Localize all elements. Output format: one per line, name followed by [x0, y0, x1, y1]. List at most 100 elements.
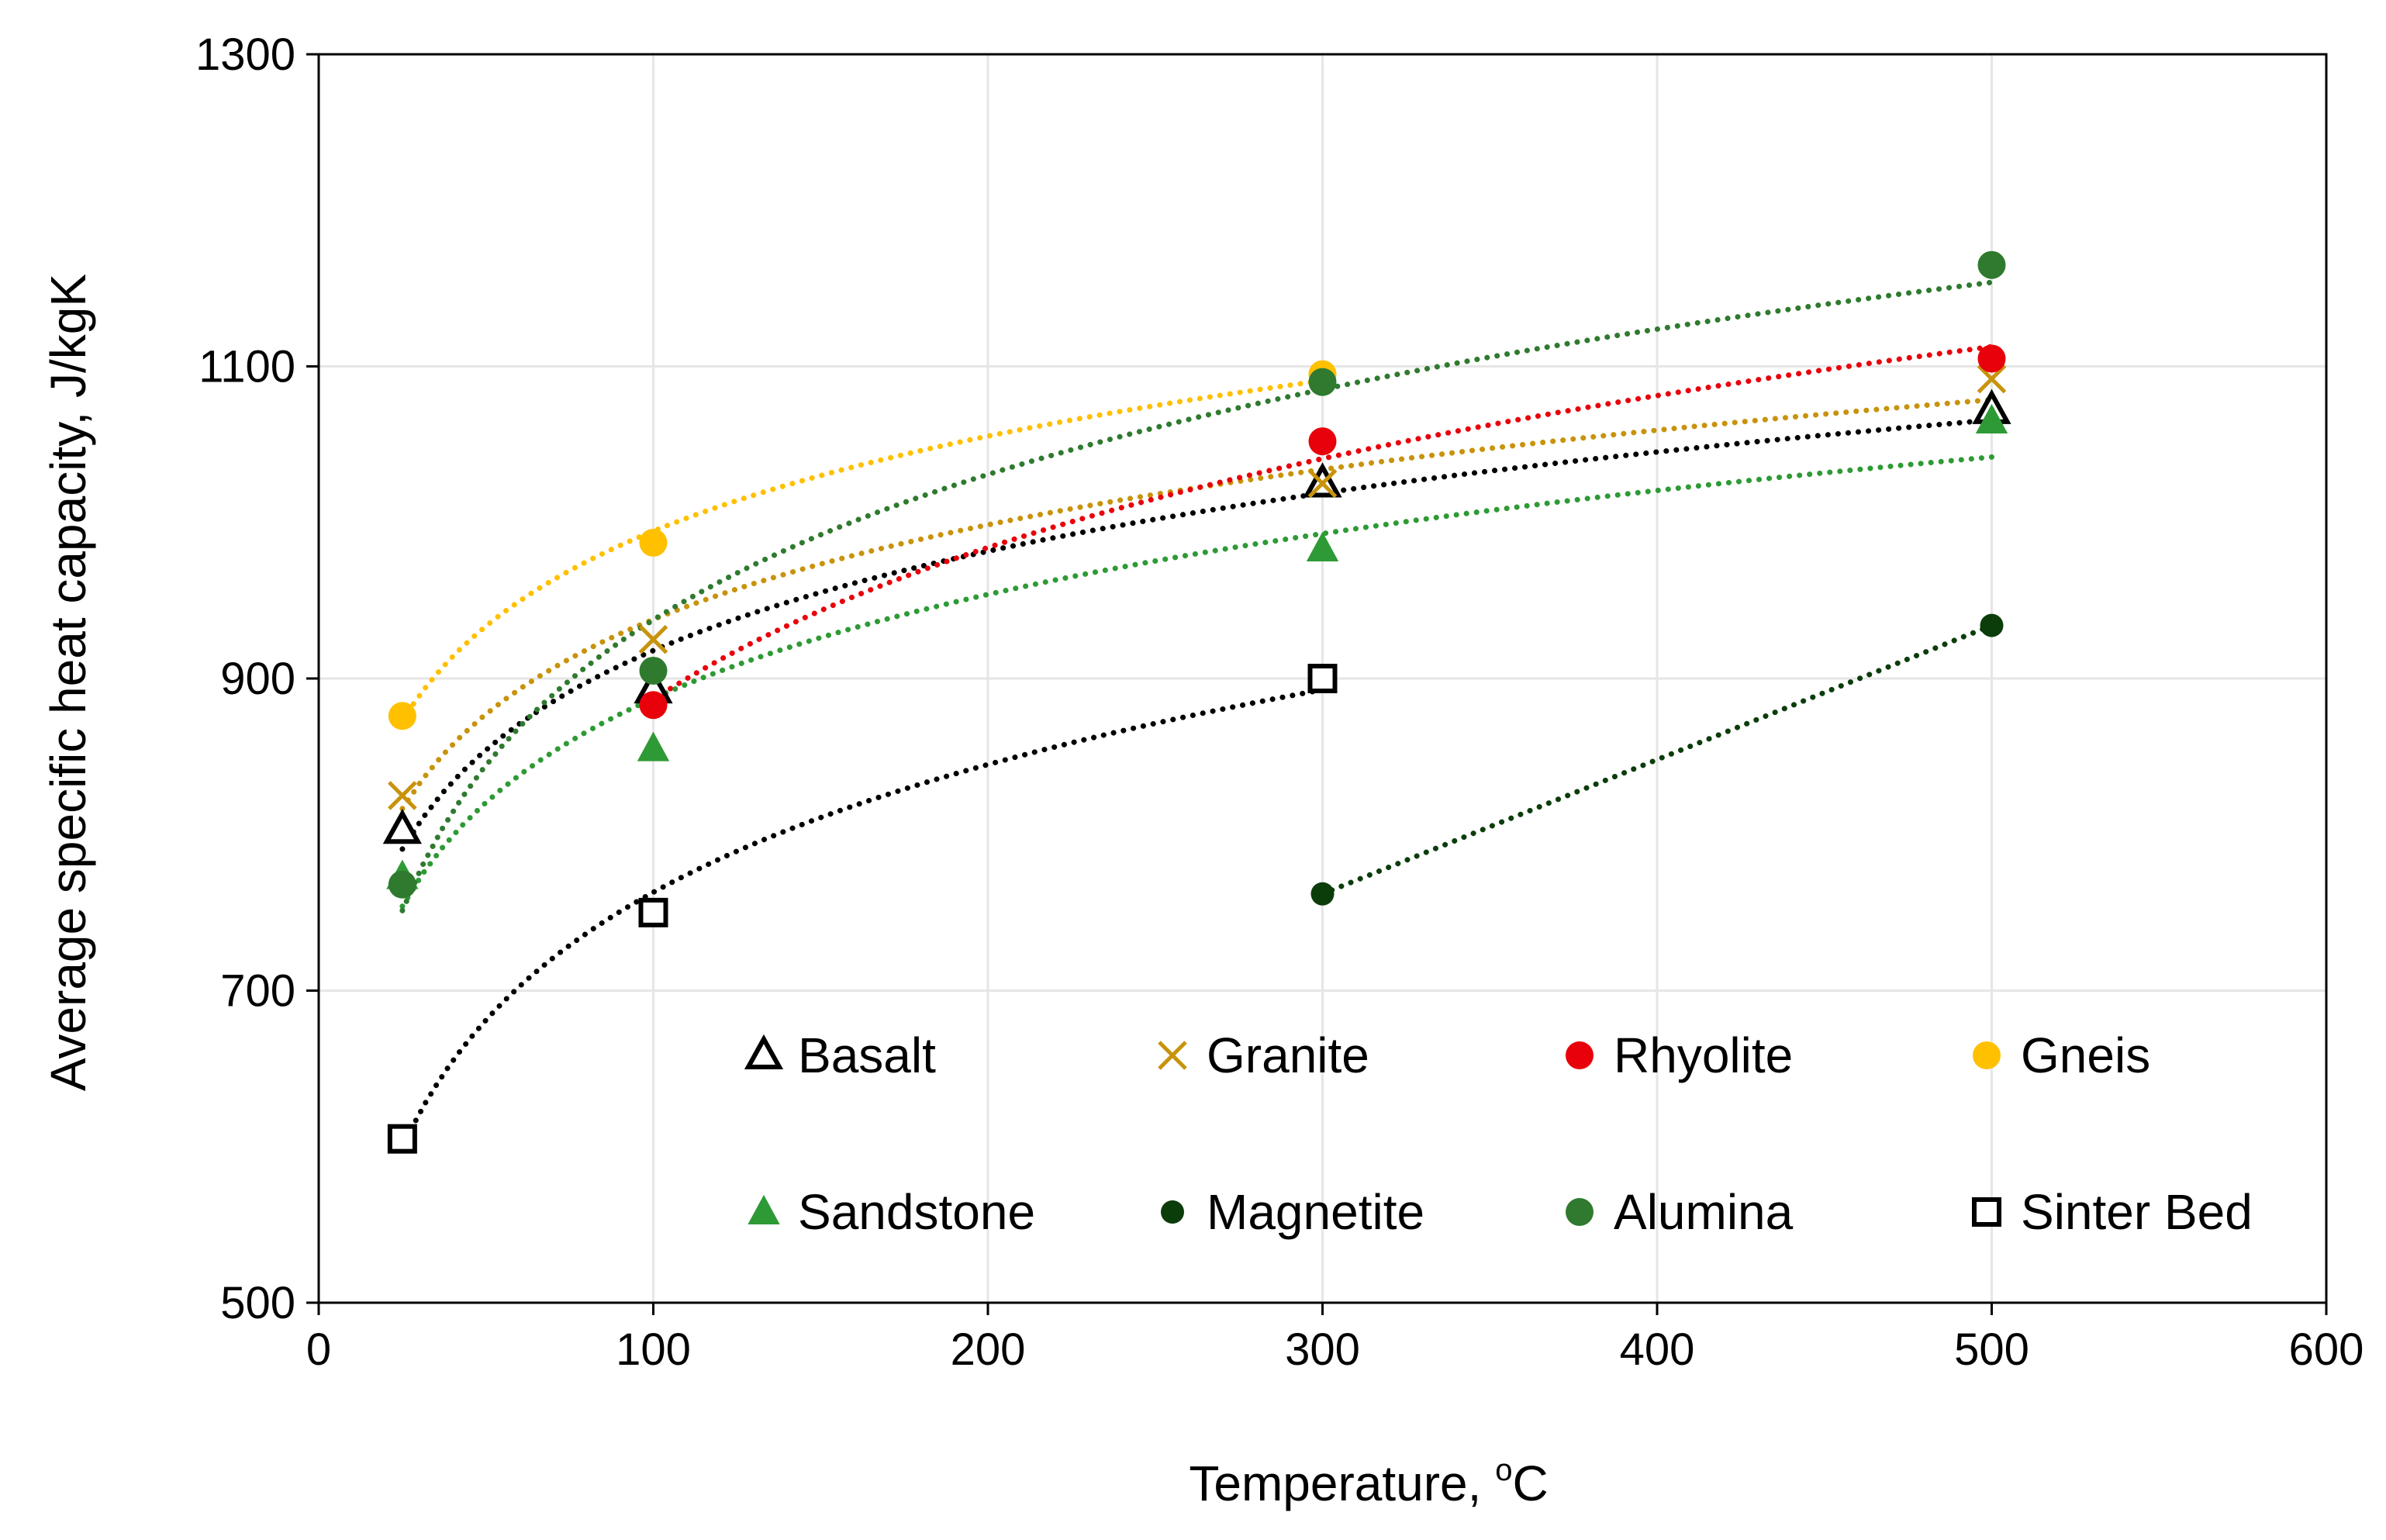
- y-tick-label: 1100: [199, 342, 295, 392]
- legend-label-gneis: Gneis: [2021, 1027, 2150, 1083]
- point-rhyolite-300: [1308, 427, 1337, 456]
- legend-item-granite: Granite: [1158, 1027, 1369, 1083]
- data-points: [382, 250, 2011, 1154]
- legend-marker-basalt: [744, 1034, 784, 1069]
- trendlines: [399, 279, 1994, 1151]
- legend-item-basalt: Basalt: [744, 1027, 936, 1083]
- legend-label-sinter-bed: Sinter Bed: [2021, 1184, 2253, 1240]
- y-tick-label: 1300: [195, 29, 295, 80]
- legend-item-magnetite: Magnetite: [1161, 1184, 1424, 1240]
- point-alumina-100-shape: [639, 656, 668, 685]
- x-axis-title-superscript: o: [1495, 1453, 1512, 1487]
- point-sandstone-500-shape: [1975, 403, 2008, 433]
- point-gneis-100-shape: [639, 528, 668, 557]
- point-alumina-100: [639, 656, 668, 685]
- trendline-rhyolite: [651, 344, 1994, 703]
- legend-marker-alumina: [1566, 1198, 1594, 1226]
- legend-item-rhyolite: Rhyolite: [1566, 1027, 1793, 1083]
- y-axis-title: Average specific heat capacity, J/kgK: [40, 274, 96, 1091]
- point-rhyolite-300-shape: [1308, 427, 1337, 456]
- legend-label-sandstone: Sandstone: [798, 1184, 1035, 1240]
- legend-marker-basalt-shape: [744, 1034, 784, 1069]
- point-granite-100: [638, 624, 668, 654]
- legend-marker-sandstone-shape: [748, 1194, 780, 1224]
- point-rhyolite-500: [1977, 344, 2006, 373]
- point-alumina-500: [1977, 250, 2006, 279]
- point-sandstone-300: [1306, 531, 1339, 561]
- point-sinter-bed-300: [1307, 664, 1338, 693]
- legend-marker-granite: [1158, 1041, 1187, 1070]
- point-basalt-25-shape: [382, 809, 422, 844]
- point-sinter-bed-100: [638, 897, 668, 927]
- point-granite-25-stroke-b: [388, 781, 417, 810]
- trendline-sandstone: [399, 454, 1994, 910]
- x-tick-label: 300: [1285, 1324, 1360, 1375]
- point-alumina-500-shape: [1977, 250, 2006, 279]
- point-granite-500: [1977, 364, 2007, 394]
- legend-marker-gneis-shape: [1973, 1041, 2001, 1069]
- legend-label-basalt: Basalt: [798, 1027, 936, 1083]
- point-rhyolite-100: [639, 691, 668, 720]
- point-sandstone-300-shape: [1306, 531, 1339, 561]
- x-tick-label: 400: [1620, 1324, 1695, 1375]
- legend-marker-sinter-bed: [1972, 1197, 2001, 1227]
- legend-marker-sandstone: [748, 1194, 780, 1224]
- point-sandstone-100-shape: [637, 731, 670, 761]
- x-axis-title-unit: C: [1512, 1455, 1548, 1511]
- point-alumina-300-shape: [1308, 368, 1337, 396]
- legend-label-granite: Granite: [1207, 1027, 1369, 1083]
- y-tick-label: 500: [220, 1278, 295, 1328]
- x-axis-title: Temperature, oC: [1189, 1453, 1548, 1511]
- legend-label-rhyolite: Rhyolite: [1614, 1027, 1793, 1083]
- legend-label-alumina: Alumina: [1614, 1184, 1794, 1240]
- legend-item-alumina: Alumina: [1566, 1184, 1794, 1240]
- point-granite-300-stroke-b: [1307, 468, 1338, 499]
- y-tick-label: 900: [220, 654, 295, 704]
- point-magnetite-500: [1980, 613, 2004, 637]
- x-tick-label: 500: [1954, 1324, 2029, 1375]
- trendline-gneis: [399, 378, 1325, 724]
- point-alumina-25: [388, 870, 416, 899]
- legend-label-magnetite: Magnetite: [1207, 1184, 1424, 1240]
- trendline-basalt: [399, 417, 1994, 852]
- point-gneis-25: [388, 702, 416, 730]
- point-rhyolite-100-shape: [639, 691, 668, 720]
- point-sinter-bed-100-shape: [638, 897, 668, 927]
- x-tick-label: 100: [616, 1324, 691, 1375]
- legend-marker-gneis: [1973, 1041, 2001, 1069]
- tick-labels: 0 100 200 300 400 500 600 500 700 900 1100 1300: [195, 29, 2364, 1375]
- legend-item-gneis: Gneis: [1973, 1027, 2150, 1083]
- point-gneis-100: [639, 528, 668, 557]
- legend-marker-magnetite-shape: [1161, 1200, 1184, 1224]
- legend-marker-granite-stroke-b: [1158, 1041, 1187, 1070]
- legend: Basalt Granite Rhyolite Gneis Sandstone Magne…: [744, 1027, 2253, 1240]
- trendline-alumina: [399, 279, 1994, 913]
- point-alumina-25-shape: [388, 870, 416, 899]
- axes: [306, 53, 2328, 1315]
- point-sandstone-100: [637, 731, 670, 761]
- x-tick-label: 200: [951, 1324, 1026, 1375]
- y-tick-label: 700: [220, 966, 295, 1017]
- point-rhyolite-500-shape: [1977, 344, 2006, 373]
- point-sinter-bed-300-shape: [1307, 664, 1338, 693]
- legend-marker-magnetite: [1161, 1200, 1184, 1224]
- point-alumina-300: [1308, 368, 1337, 396]
- x-tick-label: 600: [2289, 1324, 2364, 1375]
- legend-marker-alumina-shape: [1566, 1198, 1594, 1226]
- point-magnetite-500-shape: [1980, 613, 2004, 637]
- trendline-magnetite: [1320, 623, 1994, 897]
- point-sandstone-500: [1975, 403, 2008, 433]
- point-sinter-bed-25: [387, 1124, 417, 1154]
- point-basalt-25: [382, 809, 422, 844]
- point-granite-500-stroke-b: [1977, 364, 2007, 394]
- legend-item-sinter-bed: Sinter Bed: [1972, 1184, 2253, 1240]
- point-magnetite-300-shape: [1310, 882, 1335, 906]
- x-tick-label: 0: [306, 1324, 331, 1375]
- legend-marker-rhyolite-shape: [1566, 1041, 1594, 1069]
- point-sinter-bed-25-shape: [387, 1124, 417, 1154]
- legend-marker-sinter-bed-shape: [1972, 1197, 2001, 1227]
- legend-item-sandstone: Sandstone: [748, 1184, 1035, 1240]
- point-gneis-25-shape: [388, 702, 416, 730]
